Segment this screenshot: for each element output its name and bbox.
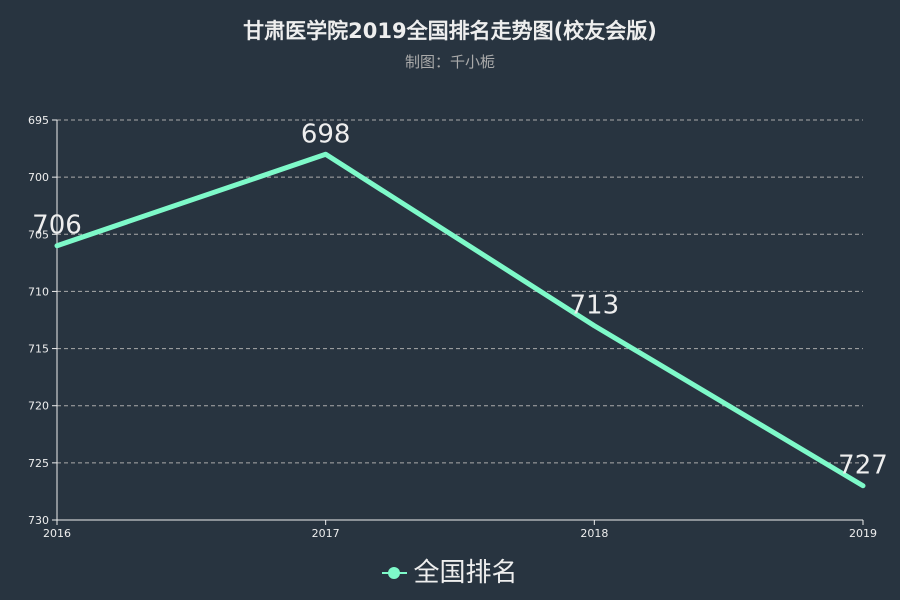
y-tick-label: 730 [28, 514, 49, 527]
series-line [54, 151, 866, 489]
y-tick-label: 725 [28, 457, 49, 470]
x-tick-label: 2017 [312, 527, 340, 540]
data-label: 727 [838, 451, 888, 481]
chart-subtitle: 制图：千小栀 [404, 53, 495, 71]
data-point [323, 152, 328, 157]
data-point [592, 323, 597, 328]
y-tick-label: 695 [28, 114, 49, 127]
series-layer [54, 151, 866, 489]
x-tick-label: 2018 [580, 527, 608, 540]
y-tick-label: 715 [28, 343, 49, 356]
grid-lines [57, 119, 863, 464]
legend-symbol [382, 566, 408, 580]
y-tick-label: 705 [28, 228, 49, 241]
data-label: 698 [301, 119, 351, 149]
x-tick-label: 2016 [43, 527, 71, 540]
legend[interactable]: 全国排名 [0, 556, 900, 590]
data-label: 713 [570, 291, 620, 321]
data-point [55, 243, 59, 248]
x-tick-label: 2019 [849, 527, 877, 540]
y-tick-label: 720 [28, 400, 49, 413]
legend-dot [388, 567, 401, 579]
y-tick-label: 710 [28, 285, 49, 298]
data-point [861, 483, 865, 488]
legend-label: 全国排名 [413, 558, 518, 588]
chart-title: 甘肃医学院2019全国排名走势图(校友会版) [243, 19, 657, 43]
data-labels: 706 698 713 727 [32, 119, 888, 480]
y-tick-label: 700 [28, 171, 49, 184]
data-label: 706 [32, 211, 82, 241]
